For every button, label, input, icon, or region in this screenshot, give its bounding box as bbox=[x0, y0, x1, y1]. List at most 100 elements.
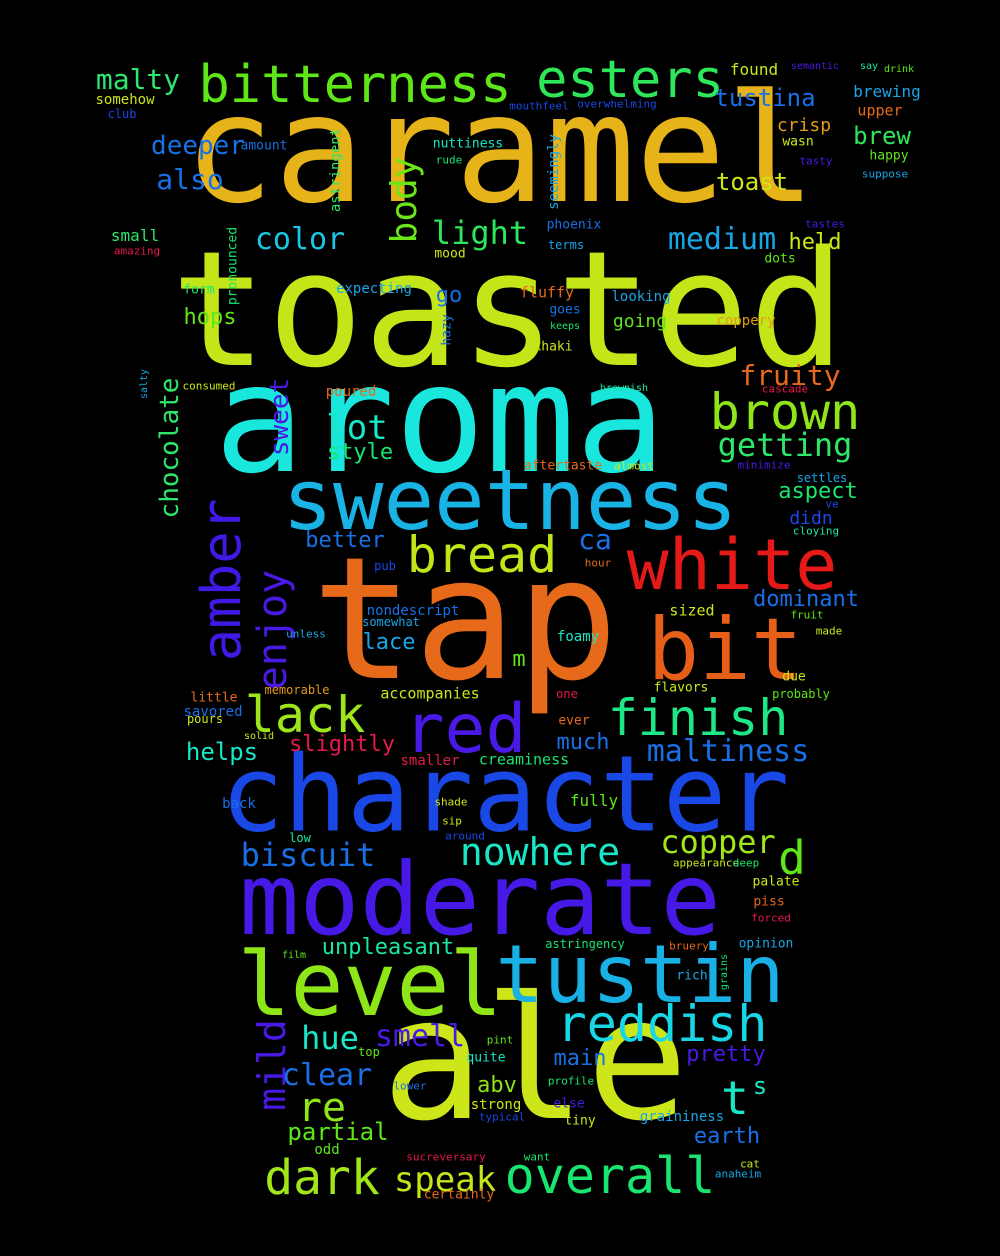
word-else: else bbox=[553, 1096, 585, 1112]
word-speak: speak bbox=[393, 1160, 497, 1200]
word-bit: bit bbox=[647, 600, 803, 700]
word-brew: brew bbox=[853, 122, 911, 150]
word-overall: overall bbox=[504, 1147, 716, 1205]
word-tastes: tastes bbox=[805, 217, 845, 231]
word-graininess: graininess bbox=[639, 1109, 725, 1125]
word-poured: poured bbox=[325, 384, 377, 400]
word-cascade: cascade bbox=[761, 382, 809, 396]
word-crisp: crisp bbox=[776, 115, 832, 136]
word-bitterness: bitterness bbox=[198, 55, 512, 115]
word-coppery: coppery bbox=[716, 313, 776, 329]
word-savored: savored bbox=[183, 704, 243, 720]
word-level: level bbox=[237, 933, 503, 1036]
word-held: held bbox=[788, 230, 842, 255]
word-smaller: smaller bbox=[400, 753, 460, 769]
word-suppose: suppose bbox=[861, 167, 909, 181]
word-amount: amount bbox=[240, 138, 288, 154]
word-chocolate: chocolate bbox=[155, 377, 185, 519]
word-terms: terms bbox=[547, 238, 585, 252]
word-fruity: fruity bbox=[739, 359, 841, 392]
word-fully: fully bbox=[569, 791, 619, 810]
word-better: better bbox=[305, 528, 385, 553]
word-hour: hour bbox=[584, 556, 612, 570]
word-aftertaste: aftertaste bbox=[523, 458, 603, 474]
word-minimize: minimize bbox=[737, 458, 791, 472]
word-settles: settles bbox=[796, 471, 848, 485]
word-tasty: tasty bbox=[799, 154, 833, 168]
word-creaminess: creaminess bbox=[478, 750, 570, 769]
word-color: color bbox=[254, 222, 346, 257]
word-salty: salty bbox=[139, 368, 150, 400]
word-wasn: wasn bbox=[782, 134, 814, 150]
word-anaheim: anaheim bbox=[714, 1167, 762, 1181]
word-also: also bbox=[156, 163, 224, 196]
word-slightly: slightly bbox=[289, 732, 395, 757]
word-want: want bbox=[523, 1150, 551, 1164]
word-small: small bbox=[110, 226, 160, 245]
word-say: say bbox=[859, 61, 879, 72]
word-phoenix: phoenix bbox=[546, 217, 602, 233]
word-film: film bbox=[281, 950, 307, 961]
word-strong: strong bbox=[470, 1097, 522, 1113]
word-pours: pours bbox=[186, 712, 224, 726]
word-aspect: aspect bbox=[778, 479, 858, 504]
word-biscuit: biscuit bbox=[240, 836, 376, 874]
word-lower: lower bbox=[393, 1079, 427, 1093]
word-ale: ale bbox=[381, 961, 689, 1159]
word-dominant: dominant bbox=[753, 587, 859, 612]
word-smell: smell bbox=[374, 1019, 466, 1054]
word-fruit: fruit bbox=[790, 608, 824, 622]
word-go: go bbox=[435, 283, 463, 308]
word-light: light bbox=[431, 214, 529, 252]
word-red: red bbox=[403, 690, 527, 769]
word-toast: toast bbox=[715, 168, 789, 196]
word-goes: goes bbox=[549, 302, 581, 318]
word-nowhere: nowhere bbox=[459, 830, 621, 874]
word-dots: dots bbox=[764, 251, 796, 267]
word-keeps: keeps bbox=[549, 321, 581, 332]
word-aroma: aroma bbox=[214, 333, 666, 507]
word-s: s bbox=[752, 1072, 768, 1100]
word-drink: drink bbox=[883, 64, 915, 75]
word-pronounced: pronounced bbox=[225, 226, 241, 306]
word-much: much bbox=[556, 730, 610, 755]
word-maltiness: maltiness bbox=[646, 734, 810, 769]
word-brown: brown bbox=[709, 383, 861, 441]
word-looking: looking bbox=[611, 289, 671, 305]
word-body: body bbox=[384, 156, 425, 244]
word-tap: tap bbox=[311, 521, 619, 719]
word-cloying: cloying bbox=[792, 524, 840, 538]
word-lace: lace bbox=[362, 630, 416, 655]
word-forced: forced bbox=[751, 911, 791, 925]
word-brewing: brewing bbox=[853, 82, 921, 101]
word-hops: hops bbox=[183, 305, 237, 330]
word-around: around bbox=[445, 829, 485, 843]
word-top: top bbox=[358, 1045, 380, 1059]
word-form: form bbox=[183, 282, 215, 298]
word-grains: grains bbox=[719, 953, 730, 991]
word-caramel: caramel bbox=[183, 63, 817, 237]
word-m: m bbox=[512, 647, 526, 672]
word-memorable: memorable bbox=[264, 683, 330, 697]
word-brownish: brownish bbox=[599, 383, 649, 394]
word-pint: pint bbox=[486, 1033, 514, 1047]
word-sip: sip bbox=[442, 814, 462, 828]
word-almost: almost bbox=[614, 459, 654, 473]
word-amber: amber bbox=[190, 498, 253, 662]
word-sucreversary: sucreversary bbox=[406, 1150, 486, 1164]
word-piss: piss bbox=[753, 894, 785, 910]
word-dark: dark bbox=[264, 1150, 380, 1206]
word-tiny: tiny bbox=[564, 1113, 596, 1129]
word-ca: ca bbox=[578, 523, 612, 556]
word-t: t bbox=[721, 1071, 749, 1125]
word-somehow: somehow bbox=[95, 92, 155, 108]
word-getting: getting bbox=[717, 426, 853, 464]
word-earth: earth bbox=[693, 1124, 761, 1149]
word-tustin: tustin bbox=[495, 928, 785, 1021]
word-opinion: opinion bbox=[738, 936, 794, 952]
word-upper: upper bbox=[857, 101, 903, 120]
word-semantic: semantic bbox=[790, 61, 840, 72]
word-accompanies: accompanies bbox=[380, 684, 480, 703]
word-back: back bbox=[222, 796, 256, 812]
